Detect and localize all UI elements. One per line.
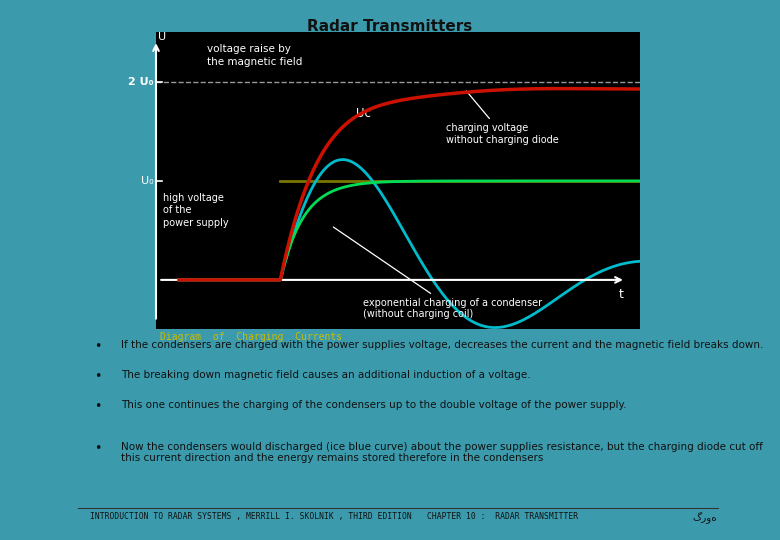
Text: Diagram  of  Charging  Currents: Diagram of Charging Currents [160,332,342,342]
Text: t: t [619,288,624,301]
Text: •: • [94,370,101,383]
Text: Radar Transmitters: Radar Transmitters [307,19,473,34]
Text: This one continues the charging of the condensers up to the double voltage of th: This one continues the charging of the c… [121,400,626,410]
Text: If the condensers are charged with the power supplies voltage, decreases the cur: If the condensers are charged with the p… [121,340,764,350]
Text: The breaking down magnetic field causes an additional induction of a voltage.: The breaking down magnetic field causes … [121,370,530,380]
Text: INTRODUCTION TO RADAR SYSTEMS , MERRILL I. SKOLNIK , THIRD EDITION: INTRODUCTION TO RADAR SYSTEMS , MERRILL … [90,512,412,521]
Text: voltage raise by
the magnetic field: voltage raise by the magnetic field [207,44,302,66]
Text: •: • [94,400,101,413]
Text: •: • [94,442,101,455]
Text: Uᴄ: Uᴄ [356,107,371,120]
Text: •: • [94,340,101,353]
Text: U: U [158,32,166,42]
Text: 2 U₀: 2 U₀ [128,77,154,87]
Text: high voltage
of the
power supply: high voltage of the power supply [163,193,229,227]
Text: exponential charging of a condenser
(without charging coil): exponential charging of a condenser (wit… [333,227,542,319]
Text: گروه: گروه [693,512,718,524]
Text: CHAPTER 10 :  RADAR TRANSMITTER: CHAPTER 10 : RADAR TRANSMITTER [427,512,579,521]
Text: charging voltage
without charging diode: charging voltage without charging diode [446,91,559,145]
Text: Now the condensers would discharged (ice blue curve) about the power supplies re: Now the condensers would discharged (ice… [121,442,763,463]
Text: U₀: U₀ [141,176,154,186]
